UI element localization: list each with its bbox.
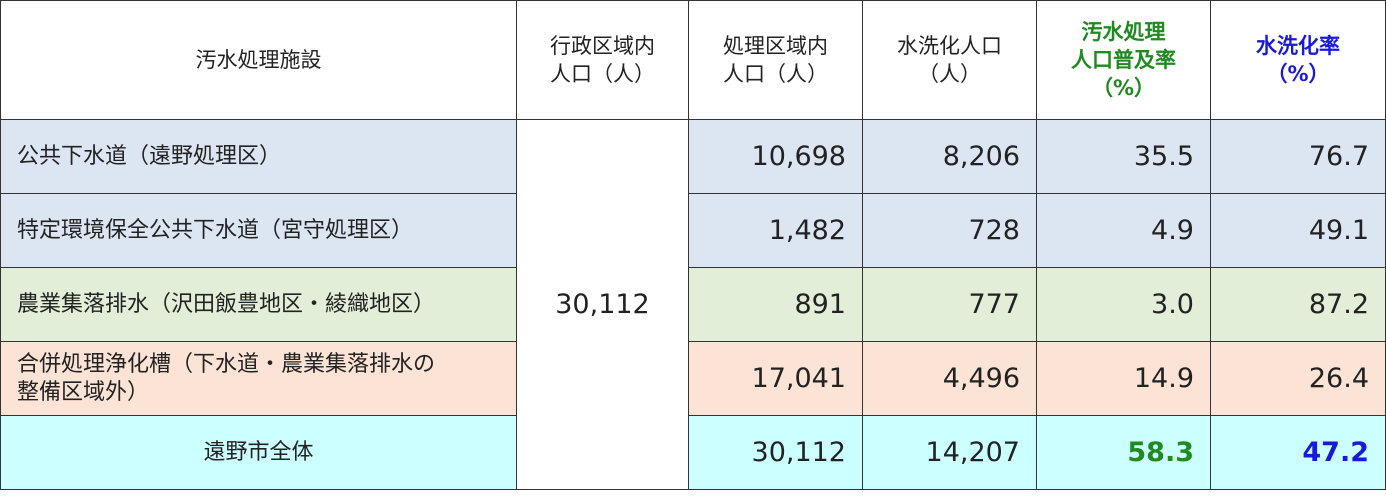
service-population-value: 1,482 [688, 193, 863, 268]
flush-population-value: 728 [862, 193, 1037, 268]
facility-name: 合併処理浄化槽（下水道・農業集落排水の 整備区域外） [0, 341, 517, 416]
header-flush-rate: 水洗化率 （%） [1210, 0, 1386, 120]
flush-rate-value: 76.7 [1210, 119, 1386, 194]
header-flush-population: 水洗化人口 （人） [862, 0, 1037, 120]
coverage-rate-value: 4.9 [1036, 193, 1211, 268]
service-population-value: 17,041 [688, 341, 863, 416]
table-row: 公共下水道（遠野処理区） 30,112 10,698 8,206 35.5 76… [0, 119, 1386, 490]
facility-name-total: 遠野市全体 [0, 415, 517, 490]
flush-population-value: 8,206 [862, 119, 1037, 194]
total-row: 遠野市全体 30,112 14,207 58.3 47.2 [0, 415, 1386, 490]
table-row: 合併処理浄化槽（下水道・農業集落排水の 整備区域外） 17,041 4,496 … [0, 341, 1386, 416]
flush-rate-total: 47.2 [1210, 415, 1386, 490]
flush-population-total: 14,207 [862, 415, 1037, 490]
header-admin-population: 行政区域内 人口（人） [516, 0, 689, 120]
coverage-rate-total: 58.3 [1036, 415, 1211, 490]
coverage-rate-value: 3.0 [1036, 267, 1211, 342]
header-facility: 汚水処理施設 [0, 0, 517, 120]
service-population-total: 30,112 [688, 415, 863, 490]
facility-name: 農業集落排水（沢田飯豊地区・綾織地区） [0, 267, 517, 342]
coverage-rate-value: 35.5 [1036, 119, 1211, 194]
flush-rate-value: 87.2 [1210, 267, 1386, 342]
facility-name: 公共下水道（遠野処理区） [0, 119, 517, 194]
flush-rate-value: 49.1 [1210, 193, 1386, 268]
facility-name: 特定環境保全公共下水道（宮守処理区） [0, 193, 517, 268]
coverage-rate-value: 14.9 [1036, 341, 1211, 416]
service-population-value: 891 [688, 267, 863, 342]
admin-population-value: 30,112 [516, 119, 689, 490]
flush-population-value: 4,496 [862, 341, 1037, 416]
header-coverage-rate: 汚水処理 人口普及率 （%） [1036, 0, 1211, 120]
table-row: 農業集落排水（沢田飯豊地区・綾織地区） 891 777 3.0 87.2 [0, 267, 1386, 342]
service-population-value: 10,698 [688, 119, 863, 194]
header-service-population: 処理区域内 人口（人） [688, 0, 863, 120]
table-row: 特定環境保全公共下水道（宮守処理区） 1,482 728 4.9 49.1 [0, 193, 1386, 268]
flush-population-value: 777 [862, 267, 1037, 342]
flush-rate-value: 26.4 [1210, 341, 1386, 416]
header-row: 汚水処理施設 行政区域内 人口（人） 処理区域内 人口（人） 水洗化人口 （人）… [0, 0, 1386, 120]
